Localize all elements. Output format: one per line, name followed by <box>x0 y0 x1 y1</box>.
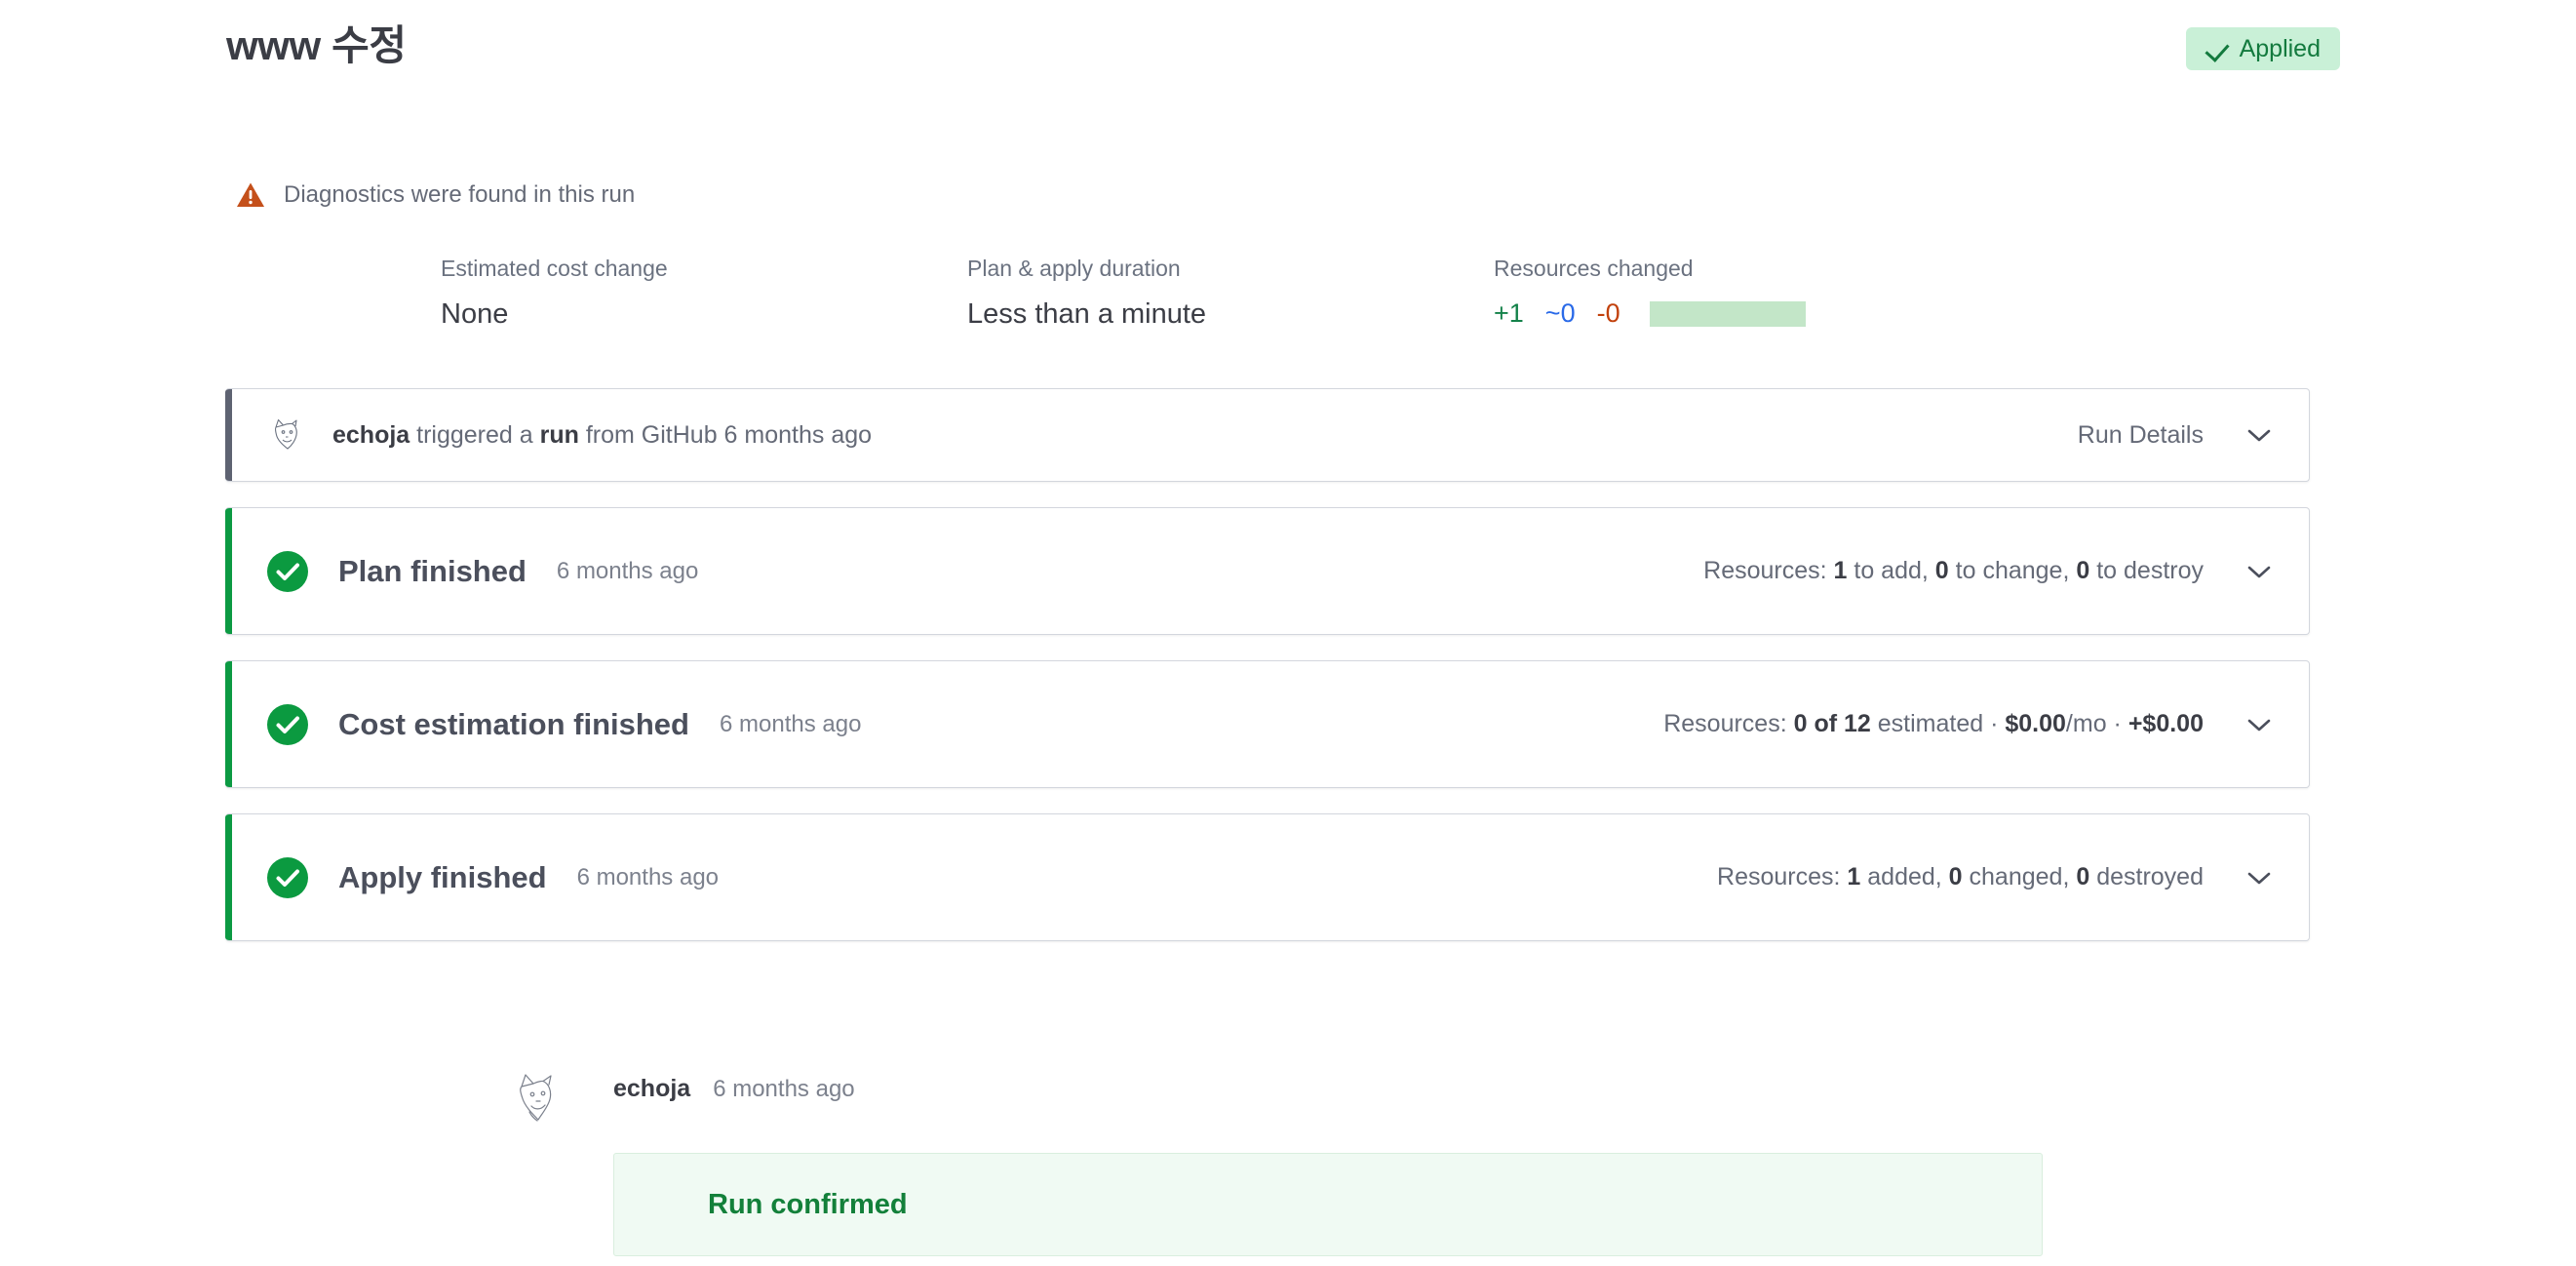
run-trigger-middle: triggered a <box>410 420 540 449</box>
stage-resources-sep1: added, <box>1860 863 1949 890</box>
stage-resources-monthly: $0.00 <box>2005 710 2066 737</box>
run-trigger-tail: from GitHub 6 months ago <box>578 420 873 449</box>
stat-label: Resources changed <box>1494 256 1694 281</box>
run-details-label: Run Details <box>2077 420 2204 449</box>
stage-time: 6 months ago <box>556 557 699 584</box>
chevron-down-icon[interactable] <box>2246 717 2272 732</box>
chevron-down-icon[interactable] <box>2246 870 2272 886</box>
run-trigger-summary: echoja triggered a run from GitHub 6 mon… <box>225 414 2078 456</box>
stage-title: Apply finished <box>338 859 547 894</box>
chevron-down-icon[interactable] <box>2246 564 2272 579</box>
stage-time: 6 months ago <box>719 710 862 737</box>
stat-plan-apply-duration: Plan & apply duration Less than a minute <box>967 256 1494 331</box>
run-confirmation-comment: echoja 6 months ago Run confirmed <box>508 1061 2088 1256</box>
user-avatar-cat-icon <box>520 1074 552 1122</box>
resources-added-count: +1 <box>1494 298 1524 328</box>
check-icon <box>2205 37 2229 60</box>
stage-title: Cost estimation finished <box>338 706 689 741</box>
diagnostics-notice: Diagnostics were found in this run <box>236 181 635 209</box>
diagnostics-message: Diagnostics were found in this run <box>284 181 636 208</box>
stage-summary: Plan finished 6 months ago <box>225 550 1703 593</box>
run-trigger-author: echoja <box>332 420 410 449</box>
page-title: www 수정 <box>226 22 407 68</box>
stat-estimated-cost-change: Estimated cost change None <box>441 256 967 331</box>
stage-resources: Resources: 1 to add, 0 to change, 0 to d… <box>1703 557 2204 584</box>
stage-resources-changed: 0 <box>1948 863 1963 890</box>
stage-resources-sep1: estimated · <box>1870 710 2006 737</box>
stage-resources-sep3: destroyed <box>2089 863 2204 890</box>
stage-toggle[interactable]: Resources: 1 to add, 0 to change, 0 to d… <box>1703 557 2309 585</box>
stage-time: 6 months ago <box>576 863 720 890</box>
stage-resources-sep1: to add, <box>1847 557 1935 584</box>
stage-resources-added: 1 <box>1847 863 1861 890</box>
stage-resources: Resources: 1 added, 0 changed, 0 destroy… <box>1717 863 2204 890</box>
stage-resources-delta: +$0.00 <box>2127 710 2204 737</box>
comment-author: echoja <box>613 1075 691 1102</box>
resources-changed-count: ~0 <box>1544 298 1576 328</box>
check-circle-icon <box>267 550 308 592</box>
stat-value: Less than a minute <box>967 298 1207 330</box>
stage-resources-sep2: changed, <box>1962 863 2077 890</box>
stat-label: Plan & apply duration <box>967 256 1181 281</box>
status-badge: Applied <box>2185 27 2340 70</box>
stat-label: Estimated cost change <box>441 256 668 281</box>
stage-toggle[interactable]: Resources: 0 of 12 estimated · $0.00/mo … <box>1663 710 2309 738</box>
stage-resources-sep3: to destroy <box>2089 557 2204 584</box>
stage-summary: Apply finished 6 months ago <box>225 856 1717 899</box>
run-trigger-event: run <box>539 420 579 449</box>
stage-resources-destroyed: 0 <box>2076 863 2090 890</box>
run-confirmed-box: Run confirmed <box>613 1153 2043 1256</box>
stat-value: None <box>441 298 509 330</box>
page-header: www 수정 Applied <box>0 0 2576 107</box>
run-trigger-text: echoja triggered a run from GitHub 6 mon… <box>332 421 872 450</box>
run-details-toggle[interactable]: Run Details <box>2078 421 2309 450</box>
status-badge-label: Applied <box>2239 34 2321 62</box>
stage-toggle[interactable]: Resources: 1 added, 0 changed, 0 destroy… <box>1717 863 2309 891</box>
stage-resources-destroy: 0 <box>2076 557 2090 584</box>
check-circle-icon <box>267 703 308 745</box>
run-timeline: echoja triggered a run from GitHub 6 mon… <box>225 388 2310 967</box>
run-confirmed-label: Run confirmed <box>708 1188 908 1220</box>
run-trigger-card[interactable]: echoja triggered a run from GitHub 6 mon… <box>225 388 2310 482</box>
stage-summary: Cost estimation finished 6 months ago <box>225 703 1663 746</box>
user-avatar-cat-icon <box>274 418 297 450</box>
comment-time: 6 months ago <box>713 1076 855 1102</box>
resources-destroyed-count: -0 <box>1596 298 1620 328</box>
stage-card-cost-estimation-finished[interactable]: Cost estimation finished 6 months ago Re… <box>225 660 2310 788</box>
stage-resources: Resources: 0 of 12 estimated · $0.00/mo … <box>1663 710 2204 737</box>
resources-changed-bar <box>1649 300 1806 327</box>
warning-triangle-icon <box>237 182 264 207</box>
run-summary: Estimated cost change None Plan & apply … <box>441 256 2342 331</box>
stage-card-plan-finished[interactable]: Plan finished 6 months ago Resources: 1 … <box>225 507 2310 635</box>
stage-resources-estimated: 0 of 12 <box>1793 710 1871 737</box>
stat-resources-changed: Resources changed +1 ~0 -0 <box>1494 256 2040 331</box>
comment-header: echoja 6 months ago <box>508 1061 2088 1128</box>
check-circle-icon <box>267 856 308 898</box>
comment-meta: echoja 6 months ago <box>613 1061 855 1103</box>
stage-resources-change: 0 <box>1934 557 1949 584</box>
stage-resources-sep2: /mo · <box>2065 710 2128 737</box>
chevron-down-icon[interactable] <box>2246 427 2272 443</box>
stage-resources-sep2: to change, <box>1948 557 2077 584</box>
stage-card-apply-finished[interactable]: Apply finished 6 months ago Resources: 1… <box>225 813 2310 941</box>
stage-title: Plan finished <box>338 553 527 588</box>
resources-changed-values: +1 ~0 -0 <box>1494 298 2040 329</box>
stage-resources-add: 1 <box>1833 557 1848 584</box>
